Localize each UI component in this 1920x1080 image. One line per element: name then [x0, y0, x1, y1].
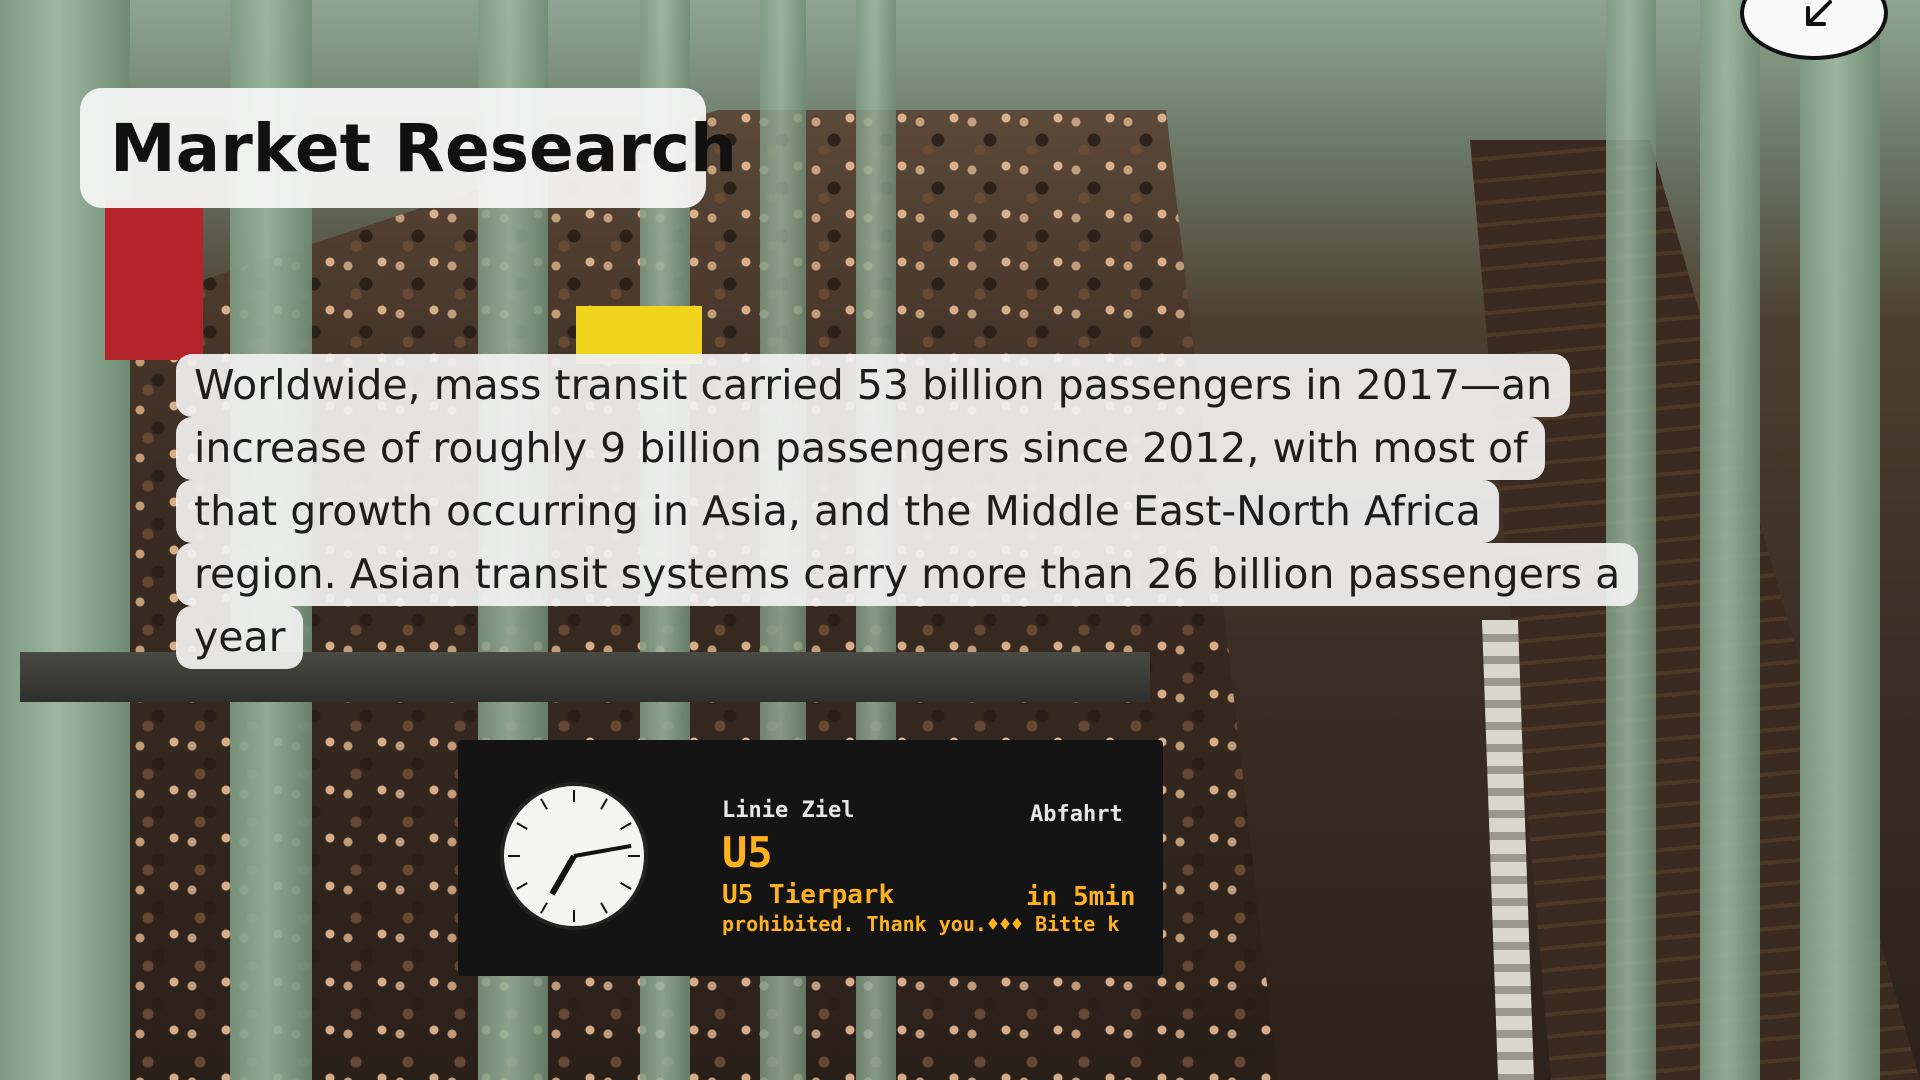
board-ticker: prohibited. Thank you.♦♦♦ Bitte k	[722, 912, 1120, 936]
pillar	[1700, 0, 1760, 1080]
clock-tick	[508, 855, 520, 857]
paragraph-line: Worldwide, mass transit carried 53 billi…	[176, 354, 1571, 417]
clock-tick	[620, 882, 632, 890]
clock-tick	[540, 902, 548, 914]
slide-title: Market Research	[110, 110, 737, 187]
clock-tick	[600, 798, 608, 810]
board-header-left: Linie Ziel	[722, 798, 855, 823]
clock-tick	[620, 822, 632, 830]
board-line-main: U5	[722, 828, 773, 877]
board-line-route: U5 Tierpark	[722, 880, 895, 910]
pillar	[1800, 0, 1880, 1080]
advertisement-poster	[105, 200, 203, 360]
paragraph-line: year	[176, 606, 304, 669]
clock	[500, 782, 648, 930]
clock-tick	[628, 855, 640, 857]
clock-tick	[573, 790, 575, 802]
clock-tick	[540, 798, 548, 810]
hour-hand	[549, 854, 577, 896]
clock-tick	[516, 882, 528, 890]
clock-tick	[600, 902, 608, 914]
paragraph-line: increase of roughly 9 billion passengers…	[176, 417, 1546, 480]
clock-tick	[573, 910, 575, 922]
title-card: Market Research	[80, 88, 737, 208]
arrow-down-left-icon	[1806, 0, 1832, 26]
board-header-right: Abfahrt	[1030, 802, 1123, 827]
clock-tick	[516, 822, 528, 830]
paragraph-line: region. Asian transit systems carry more…	[176, 543, 1639, 606]
board-line-time: in 5min	[1026, 882, 1136, 912]
minute-hand	[573, 843, 632, 858]
pillar	[1606, 0, 1656, 1080]
paragraph-line: that growth occurring in Asia, and the M…	[176, 480, 1499, 543]
departure-display: Linie Ziel Abfahrt U5 U5 Tierpark in 5mi…	[690, 770, 1136, 950]
body-paragraph: Worldwide, mass transit carried 53 billi…	[176, 354, 1706, 669]
